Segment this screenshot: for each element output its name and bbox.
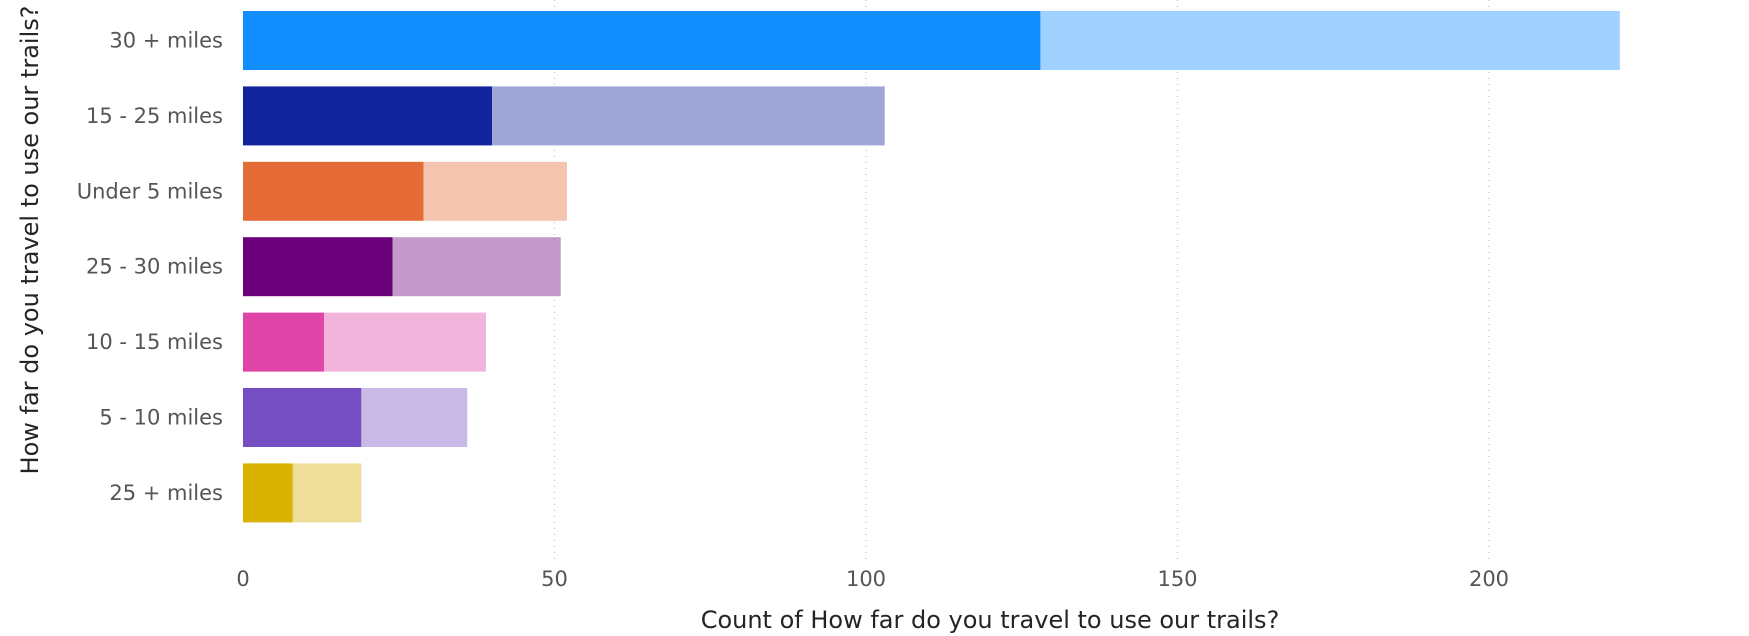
y-axis-title: How far do you travel to use our trails? <box>16 6 44 475</box>
bar-segment-secondary[interactable] <box>1040 11 1620 70</box>
bar-segment-secondary[interactable] <box>423 161 567 221</box>
bar-segment-primary[interactable] <box>243 11 1041 70</box>
x-tick-label: 0 <box>236 567 249 591</box>
category-label: 5 - 10 miles <box>99 406 223 430</box>
bar-segment-primary[interactable] <box>243 86 493 146</box>
bar-segment-secondary[interactable] <box>292 463 362 523</box>
category-label: Under 5 miles <box>77 179 223 203</box>
bar-segment-primary[interactable] <box>243 312 324 372</box>
bar-segment-primary[interactable] <box>243 463 293 523</box>
gridlines <box>553 0 1490 560</box>
bar-segment-secondary[interactable] <box>392 237 561 297</box>
category-label: 25 - 30 miles <box>86 255 223 279</box>
bar-segment-secondary[interactable] <box>323 312 486 372</box>
category-label: 10 - 15 miles <box>86 330 223 354</box>
bar-segment-primary[interactable] <box>243 237 393 297</box>
x-tick-label: 200 <box>1469 567 1509 591</box>
category-label: 15 - 25 miles <box>86 104 223 128</box>
x-axis-title: Count of How far do you travel to use ou… <box>701 606 1280 634</box>
category-label: 30 + miles <box>109 29 223 53</box>
x-tick-labels: 0 50 100 150 200 <box>236 567 1509 591</box>
bar-segment-primary[interactable] <box>243 388 362 447</box>
bar-segment-secondary[interactable] <box>361 388 468 447</box>
bar-segment-secondary[interactable] <box>492 86 885 146</box>
category-labels: 30 + miles 15 - 25 miles Under 5 miles 25 -… <box>77 29 223 505</box>
x-tick-label: 150 <box>1157 567 1197 591</box>
category-label: 25 + miles <box>109 481 223 505</box>
bar-segment-primary[interactable] <box>243 161 424 221</box>
bars <box>243 11 1620 523</box>
x-tick-label: 100 <box>846 567 886 591</box>
x-tick-label: 50 <box>541 567 568 591</box>
